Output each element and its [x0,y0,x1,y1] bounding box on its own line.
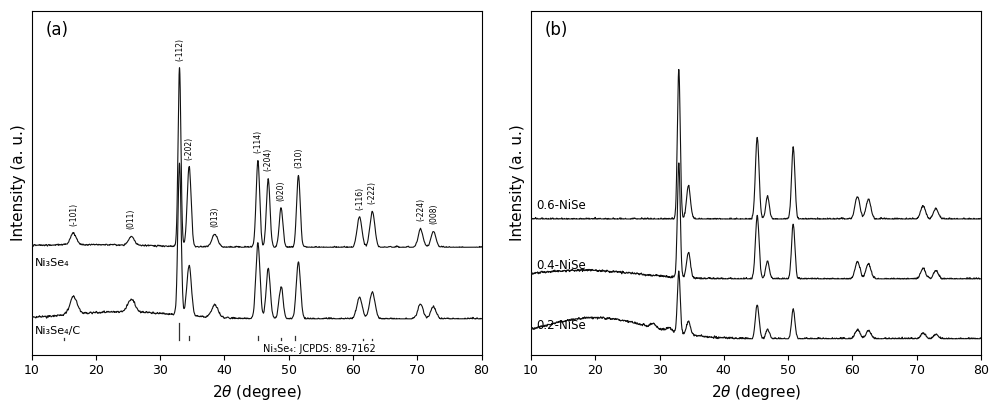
Y-axis label: Intensity (a. u.): Intensity (a. u.) [11,124,26,241]
Text: Ni₃Se₄/C: Ni₃Se₄/C [35,326,81,336]
Text: (-116): (-116) [355,187,364,210]
Text: (-101): (-101) [69,202,78,225]
Text: Ni₃Se₄: Ni₃Se₄ [35,258,70,268]
X-axis label: 2$\theta$ (degree): 2$\theta$ (degree) [711,383,801,402]
Text: (b): (b) [544,21,568,39]
Text: (a): (a) [45,21,68,39]
Text: (-222): (-222) [368,181,377,204]
Text: (-202): (-202) [185,136,194,159]
Text: 0.4-NiSe: 0.4-NiSe [536,259,586,272]
Text: (-224): (-224) [416,198,425,221]
Text: Ni₃Se₄: JCPDS: 89-7162: Ni₃Se₄: JCPDS: 89-7162 [263,344,376,354]
Text: (-114): (-114) [253,130,262,153]
Y-axis label: Intensity (a. u.): Intensity (a. u.) [510,124,525,241]
Text: (-112): (-112) [175,38,184,61]
Text: (020): (020) [277,180,286,201]
Text: (008): (008) [429,204,438,224]
X-axis label: 2$\theta$ (degree): 2$\theta$ (degree) [212,383,302,402]
Text: 0.2-NiSe: 0.2-NiSe [536,319,586,332]
Text: (013): (013) [210,207,219,228]
Text: 0.6-NiSe: 0.6-NiSe [536,199,586,212]
Text: (310): (310) [294,148,303,168]
Text: (011): (011) [127,209,136,229]
Text: (-204): (-204) [264,148,273,171]
